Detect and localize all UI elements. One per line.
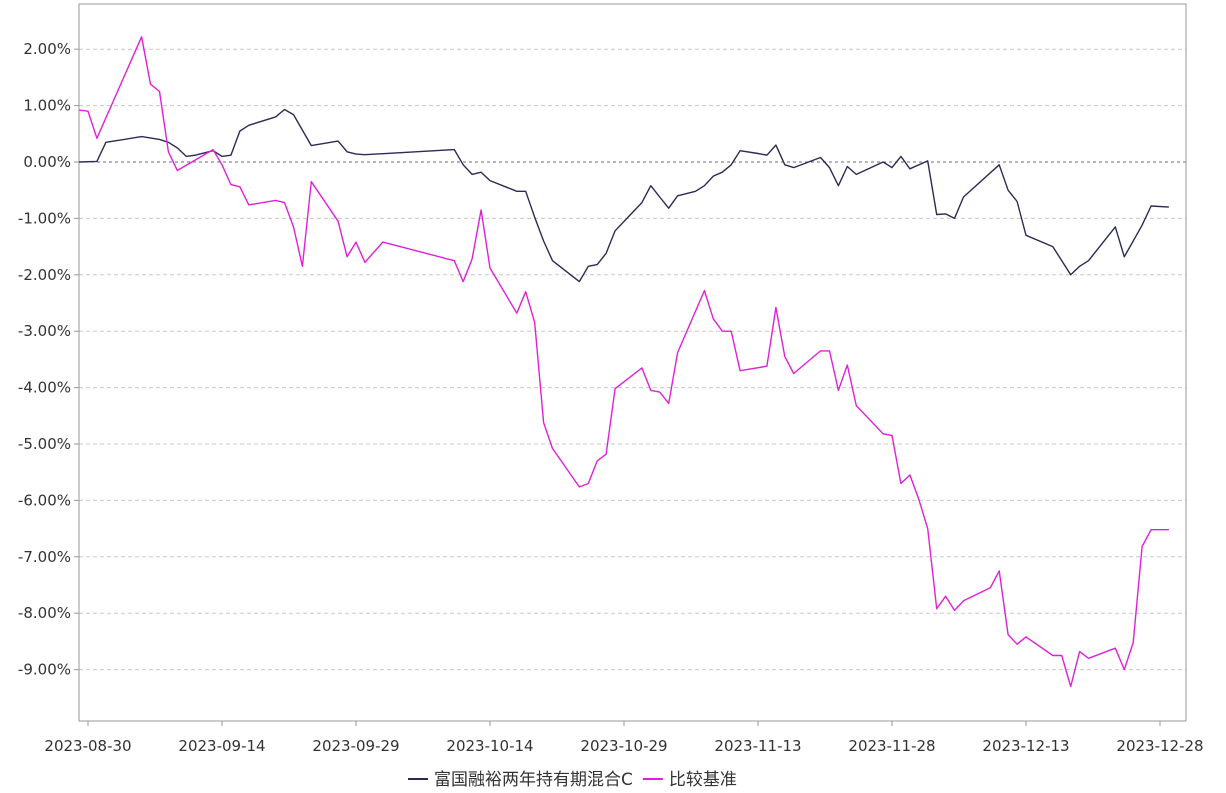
y-tick-label: -5.00% xyxy=(18,435,71,453)
x-tick-label: 2023-12-28 xyxy=(1116,737,1203,755)
y-tick-label: 2.00% xyxy=(23,40,71,58)
y-axis-ticks: 2.00% 1.00% 0.00% -1.00% -2.00% -3.00% -4.00% -… xyxy=(18,40,79,679)
x-tick-label: 2023-11-28 xyxy=(848,737,935,755)
legend: 富国融裕两年持有期混合C 比较基准 xyxy=(408,770,737,790)
y-tick-label: 1.00% xyxy=(23,97,71,115)
x-tick-label: 2023-11-13 xyxy=(714,737,801,755)
grid-lines xyxy=(79,48,1186,671)
y-tick-label: -9.00% xyxy=(18,661,71,679)
y-tick-label: -7.00% xyxy=(18,548,71,566)
y-tick-label: -4.00% xyxy=(18,379,71,397)
y-tick-label: -2.00% xyxy=(18,266,71,284)
y-tick-label: -3.00% xyxy=(18,322,71,340)
x-tick-label: 2023-10-14 xyxy=(446,737,533,755)
y-tick-label: -8.00% xyxy=(18,604,71,622)
y-tick-label: -6.00% xyxy=(18,491,71,509)
y-tick-label: 0.00% xyxy=(23,153,71,171)
x-tick-label: 2023-10-29 xyxy=(580,737,667,755)
x-tick-label: 2023-09-14 xyxy=(178,737,265,755)
benchmark-series-line xyxy=(79,36,1169,688)
legend-label: 富国融裕两年持有期混合C xyxy=(434,770,633,790)
x-tick-label: 2023-12-13 xyxy=(982,737,1069,755)
series-lines xyxy=(79,36,1169,688)
x-tick-label: 2023-09-29 xyxy=(312,737,399,755)
legend-label: 比较基准 xyxy=(669,770,737,790)
x-tick-label: 2023-08-30 xyxy=(44,737,131,755)
x-axis-ticks: 2023-08-30 2023-09-14 2023-09-29 2023-10-14… xyxy=(44,721,1204,755)
plot-area-border xyxy=(78,3,1187,722)
y-tick-label: -1.00% xyxy=(18,209,71,227)
fund-series-line xyxy=(79,108,1169,283)
